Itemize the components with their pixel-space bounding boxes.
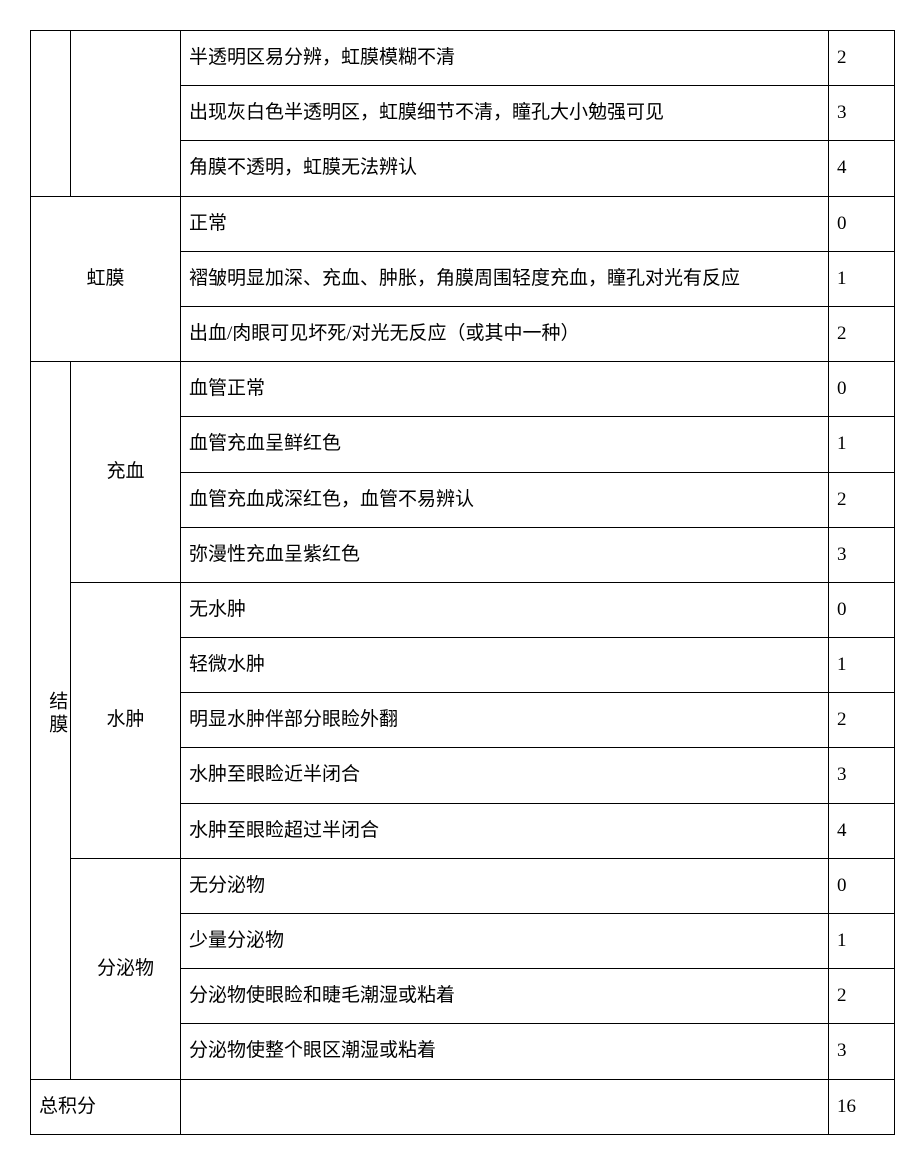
section-label-conjunctiva: 结膜	[31, 362, 71, 1079]
subsection-label-edema: 水肿	[71, 582, 181, 858]
desc-cell: 分泌物使眼睑和睫毛潮湿或粘着	[181, 969, 829, 1024]
desc-cell: 弥漫性充血呈紫红色	[181, 527, 829, 582]
score-cell: 2	[829, 472, 895, 527]
table-row: 半透明区易分辨，虹膜模糊不清 2	[31, 31, 895, 86]
section-label-iris: 虹膜	[31, 196, 181, 362]
score-cell: 1	[829, 638, 895, 693]
table-row-total: 总积分 16	[31, 1079, 895, 1134]
score-cell: 3	[829, 748, 895, 803]
table-row: 虹膜 正常 0	[31, 196, 895, 251]
desc-cell: 血管充血成深红色，血管不易辨认	[181, 472, 829, 527]
desc-cell: 轻微水肿	[181, 638, 829, 693]
score-cell: 0	[829, 582, 895, 637]
conjunctiva-label-text: 结膜	[39, 691, 73, 737]
score-cell: 0	[829, 858, 895, 913]
total-label: 总积分	[31, 1079, 181, 1134]
desc-cell: 出现灰白色半透明区，虹膜细节不清，瞳孔大小勉强可见	[181, 86, 829, 141]
desc-cell: 出血/肉眼可见坏死/对光无反应（或其中一种）	[181, 306, 829, 361]
empty-cell	[181, 1079, 829, 1134]
empty-cell	[31, 31, 71, 197]
desc-cell: 少量分泌物	[181, 914, 829, 969]
desc-cell: 水肿至眼睑超过半闭合	[181, 803, 829, 858]
score-cell: 1	[829, 914, 895, 969]
desc-cell: 无水肿	[181, 582, 829, 637]
desc-cell: 明显水肿伴部分眼睑外翻	[181, 693, 829, 748]
desc-cell: 褶皱明显加深、充血、肿胀，角膜周围轻度充血，瞳孔对光有反应	[181, 251, 829, 306]
score-cell: 1	[829, 417, 895, 472]
empty-cell	[71, 31, 181, 197]
score-cell: 2	[829, 31, 895, 86]
desc-cell: 血管正常	[181, 362, 829, 417]
score-cell: 3	[829, 527, 895, 582]
score-cell: 1	[829, 251, 895, 306]
desc-cell: 角膜不透明，虹膜无法辨认	[181, 141, 829, 196]
score-cell: 2	[829, 306, 895, 361]
desc-cell: 血管充血呈鲜红色	[181, 417, 829, 472]
subsection-label-hyperemia: 充血	[71, 362, 181, 583]
desc-cell: 半透明区易分辨，虹膜模糊不清	[181, 31, 829, 86]
desc-cell: 正常	[181, 196, 829, 251]
score-cell: 3	[829, 1024, 895, 1079]
score-cell: 0	[829, 196, 895, 251]
score-cell: 3	[829, 86, 895, 141]
desc-cell: 水肿至眼睑近半闭合	[181, 748, 829, 803]
score-cell: 4	[829, 803, 895, 858]
score-cell: 2	[829, 693, 895, 748]
total-score: 16	[829, 1079, 895, 1134]
table-row: 结膜 充血 血管正常 0	[31, 362, 895, 417]
score-cell: 2	[829, 969, 895, 1024]
scoring-table: 半透明区易分辨，虹膜模糊不清 2 出现灰白色半透明区，虹膜细节不清，瞳孔大小勉强…	[30, 30, 895, 1135]
subsection-label-discharge: 分泌物	[71, 858, 181, 1079]
desc-cell: 无分泌物	[181, 858, 829, 913]
score-cell: 0	[829, 362, 895, 417]
score-cell: 4	[829, 141, 895, 196]
table-row: 水肿 无水肿 0	[31, 582, 895, 637]
desc-cell: 分泌物使整个眼区潮湿或粘着	[181, 1024, 829, 1079]
table-row: 分泌物 无分泌物 0	[31, 858, 895, 913]
